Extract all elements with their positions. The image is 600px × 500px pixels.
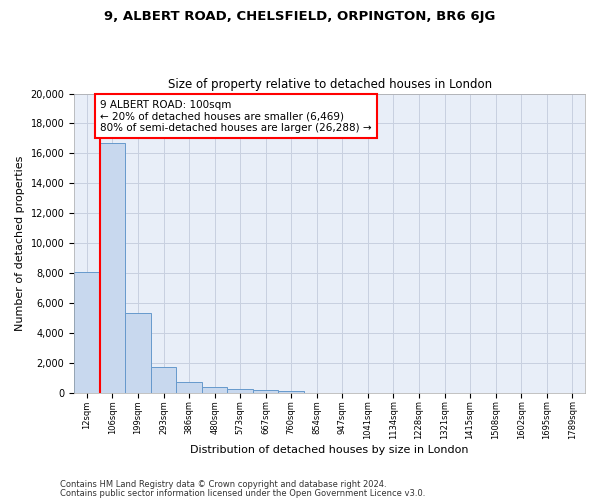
Bar xyxy=(74,272,100,392)
Bar xyxy=(227,390,253,392)
Bar xyxy=(202,388,227,392)
Text: Contains HM Land Registry data © Crown copyright and database right 2024.: Contains HM Land Registry data © Crown c… xyxy=(60,480,386,489)
Text: Contains public sector information licensed under the Open Government Licence v3: Contains public sector information licen… xyxy=(60,488,425,498)
Text: 9 ALBERT ROAD: 100sqm
← 20% of detached houses are smaller (6,469)
80% of semi-d: 9 ALBERT ROAD: 100sqm ← 20% of detached … xyxy=(100,100,372,132)
Text: 9, ALBERT ROAD, CHELSFIELD, ORPINGTON, BR6 6JG: 9, ALBERT ROAD, CHELSFIELD, ORPINGTON, B… xyxy=(104,10,496,23)
Bar xyxy=(100,143,125,392)
Bar xyxy=(151,366,176,392)
X-axis label: Distribution of detached houses by size in London: Distribution of detached houses by size … xyxy=(190,445,469,455)
Bar xyxy=(278,391,304,392)
Title: Size of property relative to detached houses in London: Size of property relative to detached ho… xyxy=(167,78,491,91)
Bar xyxy=(176,382,202,392)
Bar xyxy=(253,390,278,392)
Bar xyxy=(125,314,151,392)
Y-axis label: Number of detached properties: Number of detached properties xyxy=(15,156,25,331)
